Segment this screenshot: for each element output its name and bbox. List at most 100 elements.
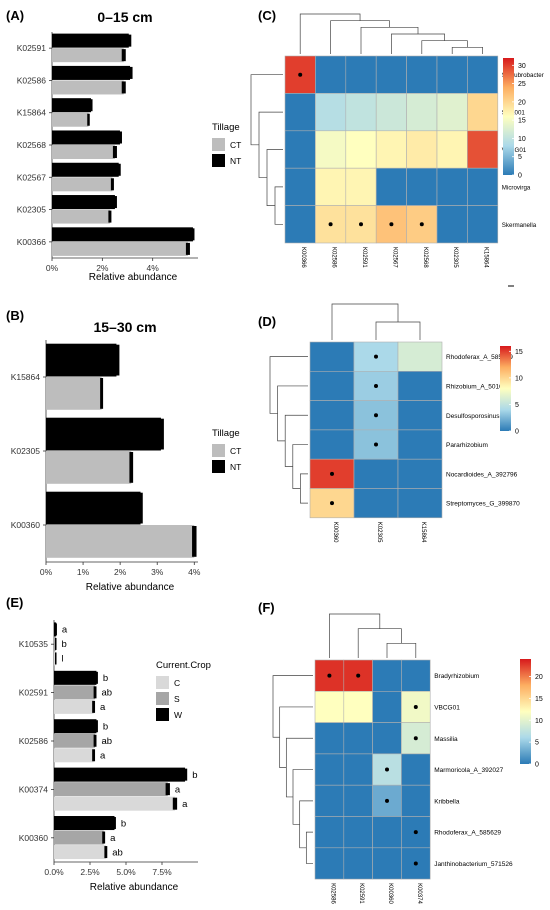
bar <box>52 98 92 113</box>
heatmap-cell <box>284 93 316 132</box>
heatmap-cell <box>372 847 402 880</box>
row-label: Nocardioides_A_392796 <box>446 471 518 478</box>
dendrogram-branch <box>360 26 419 54</box>
row-dendrogram <box>269 356 308 504</box>
bar <box>54 830 104 845</box>
significance-letter: a <box>182 799 188 810</box>
x-tick-label: 2% <box>96 263 109 273</box>
row-label: VBCG01 <box>502 147 527 154</box>
heatmap-cell <box>343 722 373 755</box>
heatmap-cell <box>372 690 402 723</box>
row-label: Marmoricola_A_392027 <box>434 767 503 774</box>
significance-dot <box>328 222 333 227</box>
colorbar-gradient <box>500 346 511 431</box>
bar <box>52 65 131 80</box>
x-tick-label: 0% <box>46 263 59 273</box>
panel-letter-f: (F) <box>258 600 275 615</box>
heatmap-cell <box>467 205 499 244</box>
heatmap-cell <box>401 722 431 755</box>
heatmap-cell <box>314 816 345 849</box>
significance-dot <box>419 222 424 227</box>
bar <box>54 845 106 860</box>
bar <box>52 241 188 256</box>
heatmap-cell <box>406 93 438 132</box>
dendrogram-branch <box>386 642 417 658</box>
error-bar <box>100 378 104 409</box>
legend-label: NT <box>230 462 241 472</box>
error-bar <box>89 99 93 112</box>
error-bar <box>116 163 121 176</box>
bar <box>54 719 97 734</box>
bar <box>54 670 97 685</box>
significance-letter: b <box>121 818 126 829</box>
category-label: K02567 <box>17 172 47 182</box>
significance-letter: b <box>192 770 197 781</box>
row-label: Janthinobacterium_571526 <box>434 861 513 868</box>
panel-letter-e: (E) <box>6 595 23 610</box>
significance-dot <box>389 222 394 227</box>
column-label: K02591 <box>358 883 364 904</box>
significance-dot <box>374 354 378 359</box>
colorbar: 0 5 10 15 20 25 30 <box>503 58 526 180</box>
heatmap-cell <box>375 167 407 206</box>
significance-dot <box>374 413 378 418</box>
column-dendrogram <box>299 13 483 54</box>
colorbar-tick-label: 20 <box>518 99 526 106</box>
significance-dot <box>413 861 418 866</box>
significance-dot <box>374 442 378 447</box>
dendrogram-branch <box>305 831 313 864</box>
error-bar <box>172 797 178 810</box>
dendrogram-branch <box>284 414 308 467</box>
heatmap-cell <box>309 341 355 372</box>
heatmap-cell <box>309 429 355 460</box>
bar <box>54 816 115 831</box>
error-bar <box>157 418 164 450</box>
heatmap-cell <box>315 130 347 169</box>
dendrogram-branch <box>269 356 308 414</box>
row-label: Massilia <box>434 736 458 743</box>
colorbar-gradient <box>520 659 531 764</box>
bar <box>46 377 102 410</box>
chart-title: 0–15 cm <box>97 9 152 25</box>
heatmap-cell <box>284 167 316 206</box>
colorbar-tick-label: 0 <box>515 429 519 436</box>
x-axis-title: Relative abundance <box>86 582 175 593</box>
heatmap-cell <box>353 488 399 519</box>
colorbar: 0 5 10 15 <box>500 346 523 436</box>
heatmap-cell <box>314 753 345 786</box>
heatmap-cell <box>436 55 468 94</box>
heatmap-cell <box>343 847 373 880</box>
panel-letter-c: (C) <box>258 8 276 23</box>
error-bar <box>113 344 120 376</box>
dendrogram-branch <box>285 737 313 798</box>
significance-dot <box>413 704 418 709</box>
significance-letter: b <box>103 721 108 732</box>
legend-swatch <box>156 676 169 689</box>
row-label: Bradyrhizobium <box>434 673 479 680</box>
error-bar <box>112 196 117 209</box>
significance-letter: ab <box>112 847 123 858</box>
bar <box>52 112 89 127</box>
x-tick-label: 7.5% <box>152 867 172 877</box>
heatmap-cell <box>406 55 438 94</box>
heatmap-cell <box>401 659 431 692</box>
category-label: K00374 <box>19 784 49 794</box>
category-label: K15864 <box>11 372 41 382</box>
x-tick-label: 0% <box>40 567 53 577</box>
significance-letter: a <box>100 702 106 713</box>
heatmap-cell <box>436 205 468 244</box>
legend: Tillage CT NT <box>212 428 241 473</box>
error-bar <box>129 452 134 483</box>
colorbar: 0 5 10 15 20 <box>520 659 543 769</box>
bar <box>54 685 96 700</box>
heatmap-c: SolirubrobacterSHX001VBCG01MicrovirgaSke… <box>250 13 544 268</box>
chart-title: 15–30 cm <box>93 319 156 335</box>
significance-dot <box>359 222 363 227</box>
heatmap-cell <box>309 370 355 401</box>
heatmap-d: Rhodoferax_A_585629 Rhizobium_A_501058 Des… <box>269 303 523 543</box>
x-axis-title: Relative abundance <box>89 272 178 283</box>
colorbar-tick-label: 0 <box>535 762 539 769</box>
x-tick-label: 2% <box>114 567 127 577</box>
heatmap-cell <box>345 167 377 206</box>
error-bar <box>117 131 122 144</box>
